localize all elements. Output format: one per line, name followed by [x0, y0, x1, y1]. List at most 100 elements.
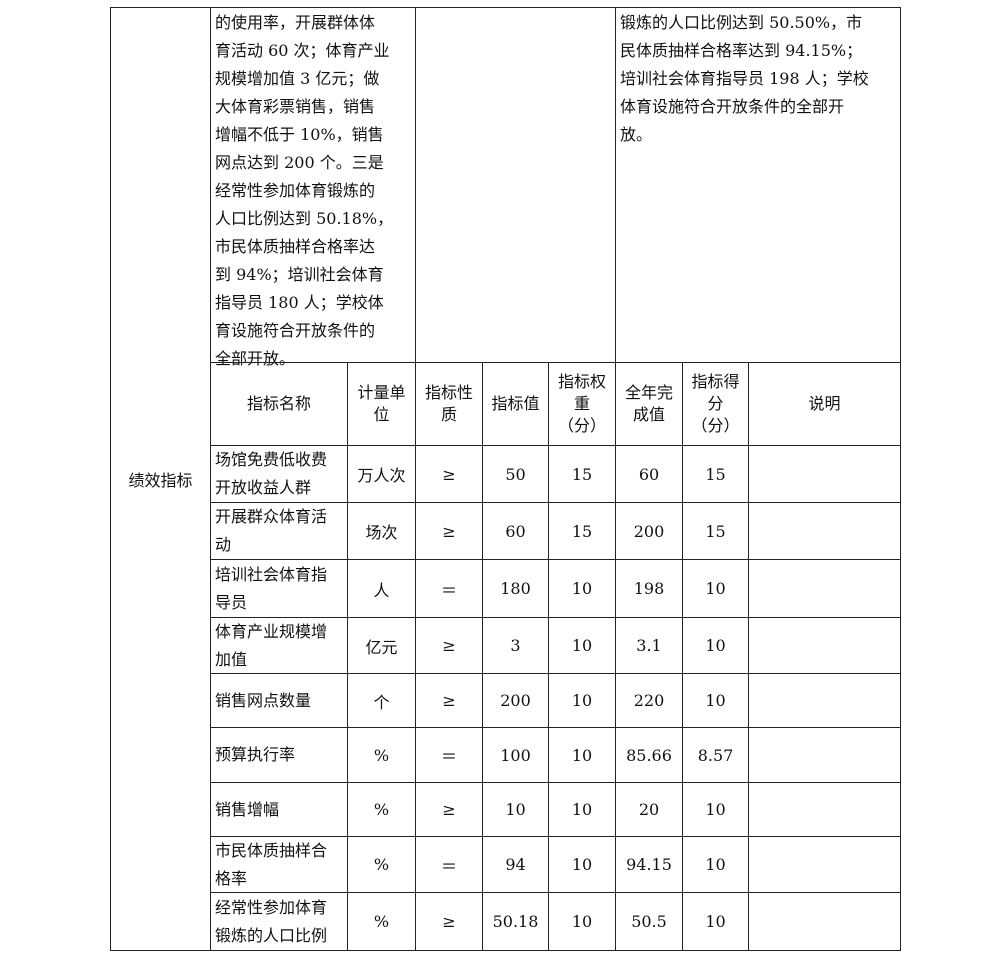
cell-value: % — [373, 800, 390, 819]
header-label: 说明 — [808, 394, 841, 413]
table-cell: 个 — [347, 673, 416, 728]
cell-value: 10 — [571, 855, 593, 874]
indicator-name-cell: 体育产业规模增加值 — [210, 617, 348, 674]
cell-value: 万人次 — [357, 466, 406, 485]
cell-value: 3.1 — [636, 636, 662, 655]
table-cell: ≥ — [415, 445, 483, 503]
table-cell: 3 — [482, 617, 549, 674]
cell-value: 198 — [633, 579, 665, 598]
cell-value: 8.57 — [697, 745, 734, 765]
cell-value: % — [373, 855, 390, 874]
table-cell — [748, 502, 901, 560]
cell-value: ≥ — [442, 464, 456, 484]
cell-value: 亿元 — [365, 637, 398, 657]
indicator-name: 体育产业规模增加值 — [215, 621, 328, 669]
header-cell: 说明 — [748, 362, 901, 446]
table-cell: 10 — [482, 782, 549, 837]
table-cell: 85.66 — [615, 727, 683, 783]
cell-value: ≥ — [442, 691, 456, 710]
header-cell: 指标得分（分） — [682, 362, 749, 446]
cell-value: 10 — [571, 912, 593, 931]
table-cell: 10 — [682, 892, 749, 951]
cell-value: 100 — [500, 745, 531, 765]
table-cell: 198 — [615, 559, 683, 618]
table-cell: 10 — [682, 559, 749, 618]
table-cell: 60 — [482, 502, 549, 560]
table-cell: ≥ — [415, 673, 483, 728]
table-cell: 10 — [548, 559, 616, 618]
cell-value: 20 — [638, 800, 660, 819]
indicator-name: 培训社会体育指导员 — [215, 564, 328, 612]
table-cell: 100 — [482, 727, 549, 783]
header-label: 计量单位 — [357, 383, 406, 424]
indicator-name-cell: 预算执行率 — [210, 727, 348, 783]
cell-value: 85.66 — [626, 745, 672, 765]
indicator-name-cell: 场馆免费低收费开放收益人群 — [210, 445, 348, 503]
indicator-name-cell: 培训社会体育指导员 — [210, 559, 348, 618]
cell-value: 50.18 — [492, 912, 539, 931]
table-cell: 10 — [548, 836, 616, 893]
cell-value: 3 — [510, 636, 521, 655]
header-label: 指标值 — [491, 394, 540, 413]
cell-value: 场次 — [365, 523, 398, 542]
table-cell: 220 — [615, 673, 683, 728]
text-line: 指导员 180 人；学校体 — [215, 293, 384, 312]
section-label-cell: 绩效指标 — [110, 7, 211, 951]
cell-value: 200 — [633, 521, 665, 541]
cell-value: 15 — [571, 521, 593, 541]
cell-value: 10 — [705, 691, 726, 710]
header-label: 指标名称 — [246, 394, 311, 413]
target-text-cell: 的使用率，开展群体体 育活动 60 次；体育产业 规模增加值 3 亿元；做 大体育彩票… — [210, 7, 416, 368]
cell-value: 180 — [500, 579, 531, 598]
table-cell: ≥ — [415, 617, 483, 674]
table-cell: 200 — [482, 673, 549, 728]
cell-value: 10 — [705, 636, 726, 655]
table-cell: 10 — [682, 673, 749, 728]
cell-value: % — [373, 912, 390, 931]
empty-cell — [415, 7, 616, 363]
table-cell — [748, 445, 901, 503]
indicator-name: 经常性参加体育锻炼的人口比例 — [215, 897, 328, 945]
text-line: 育设施符合开放条件的 — [215, 321, 376, 340]
header-cell: 指标值 — [482, 362, 549, 446]
cell-value: ≥ — [442, 521, 456, 541]
table-cell: % — [347, 782, 416, 837]
table-cell: % — [347, 892, 416, 951]
table-cell: 10 — [548, 727, 616, 783]
header-label: 指标得分（分） — [691, 372, 740, 435]
text-line: 民体质抽样合格率达到 94.15%； — [620, 41, 863, 60]
cell-value: 10 — [705, 855, 726, 874]
cell-value: 10 — [505, 800, 526, 819]
table-cell: 10 — [548, 892, 616, 951]
table-cell — [748, 892, 901, 951]
indicator-name: 场馆免费低收费开放收益人群 — [215, 450, 328, 497]
cell-value: ＝ — [440, 747, 457, 766]
text-line: 规模增加值 3 亿元；做 — [215, 69, 380, 88]
text-line: 人口比例达到 50.18%， — [215, 209, 394, 228]
indicator-name-cell: 开展群众体育活动 — [210, 502, 348, 560]
indicator-name: 市民体质抽样合格率 — [215, 840, 328, 888]
indicator-name-cell: 经常性参加体育锻炼的人口比例 — [210, 892, 348, 951]
header-label: 全年完成值 — [625, 383, 674, 424]
table-cell: ＝ — [415, 559, 483, 618]
text-line: 体育设施符合开放条件的全部开 — [620, 97, 845, 116]
text-line: 放。 — [620, 125, 653, 144]
table-cell: 15 — [682, 502, 749, 560]
indicator-name: 销售增幅 — [215, 799, 280, 819]
text-line: 经常性参加体育锻炼的 — [215, 181, 376, 200]
cell-value: ≥ — [442, 800, 456, 819]
header-cell: 计量单位 — [347, 362, 416, 446]
table-cell: ≥ — [415, 502, 483, 560]
header-label: 指标性质 — [425, 383, 474, 424]
text-line: 到 94%；培训社会体育 — [215, 265, 384, 284]
header-cell: 指标权重（分） — [548, 362, 616, 446]
table-cell: 场次 — [347, 502, 416, 560]
table-cell: 50.5 — [615, 892, 683, 951]
table-cell: 8.57 — [682, 727, 749, 783]
table-cell: 94.15 — [615, 836, 683, 893]
cell-value: 人 — [373, 580, 390, 600]
header-cell: 指标名称 — [210, 362, 348, 446]
table-cell: 60 — [615, 445, 683, 503]
cell-value: 60 — [505, 521, 526, 541]
table-cell: 10 — [682, 782, 749, 837]
